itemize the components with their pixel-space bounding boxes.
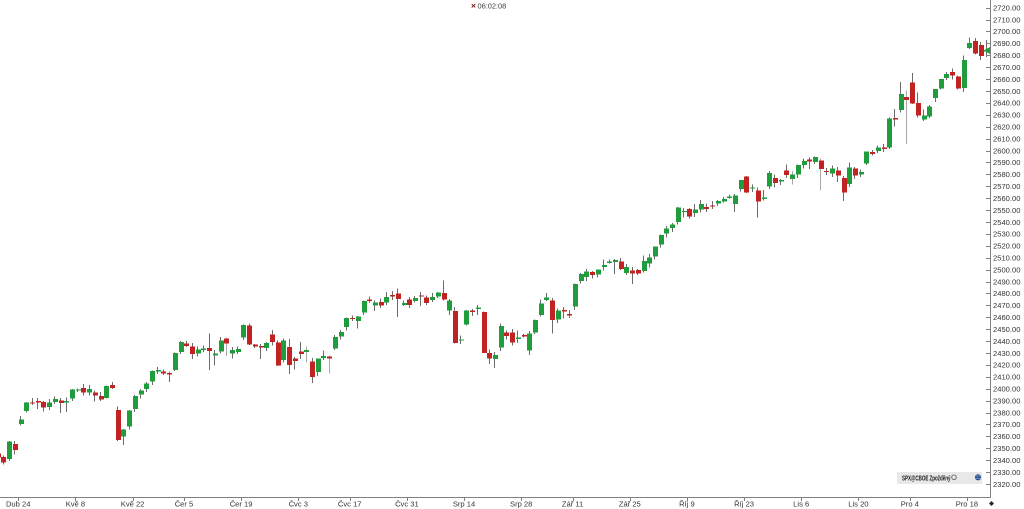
svg-text:Zář 25: Zář 25 (619, 500, 641, 509)
svg-text:Kvě 22: Kvě 22 (121, 500, 145, 509)
svg-text:2710.00: 2710.00 (993, 15, 1020, 24)
svg-text:2330.00: 2330.00 (993, 468, 1020, 477)
svg-text:2720.00: 2720.00 (993, 3, 1020, 12)
svg-text:2370.00: 2370.00 (993, 420, 1020, 429)
svg-text:2360.00: 2360.00 (993, 432, 1020, 441)
svg-text:Srp 14: Srp 14 (453, 500, 475, 509)
svg-text:2640.00: 2640.00 (993, 99, 1020, 108)
svg-text:2380.00: 2380.00 (993, 408, 1020, 417)
svg-text:2670.00: 2670.00 (993, 63, 1020, 72)
svg-text:2390.00: 2390.00 (993, 396, 1020, 405)
svg-text:Čvc 17: Čvc 17 (338, 500, 362, 509)
svg-text:2580.00: 2580.00 (993, 170, 1020, 179)
svg-text:Čvc 31: Čvc 31 (395, 500, 419, 509)
svg-text:2350.00: 2350.00 (993, 444, 1020, 453)
svg-text:2680.00: 2680.00 (993, 51, 1020, 60)
svg-text:Lis 6: Lis 6 (793, 500, 809, 509)
svg-text:2410.00: 2410.00 (993, 373, 1020, 382)
svg-text:2570.00: 2570.00 (993, 182, 1020, 191)
svg-text:2440.00: 2440.00 (993, 337, 1020, 346)
svg-text:Čer 19: Čer 19 (230, 500, 253, 509)
svg-text:2600.00: 2600.00 (993, 146, 1020, 155)
svg-text:SPX@CBOE Zpožděný: SPX@CBOE Zpožděný (902, 475, 951, 482)
svg-text:2530.00: 2530.00 (993, 230, 1020, 239)
svg-text:2510.00: 2510.00 (993, 254, 1020, 263)
svg-text:2420.00: 2420.00 (993, 361, 1020, 370)
svg-text:2650.00: 2650.00 (993, 87, 1020, 96)
svg-text:2490.00: 2490.00 (993, 277, 1020, 286)
svg-text:2630.00: 2630.00 (993, 111, 1020, 120)
svg-text:2340.00: 2340.00 (993, 456, 1020, 465)
svg-text:Lis 20: Lis 20 (848, 500, 868, 509)
svg-text:Pro 18: Pro 18 (956, 500, 978, 509)
svg-text:×: × (471, 1, 476, 11)
svg-text:Dub 24: Dub 24 (6, 500, 31, 509)
svg-text:2520.00: 2520.00 (993, 242, 1020, 251)
svg-text:2560.00: 2560.00 (993, 194, 1020, 203)
svg-text:2620.00: 2620.00 (993, 123, 1020, 132)
svg-text:2320.00: 2320.00 (993, 480, 1020, 489)
svg-text:Zář 11: Zář 11 (562, 500, 583, 509)
svg-text:Říj 23: Říj 23 (734, 500, 754, 509)
svg-text:2550.00: 2550.00 (993, 206, 1020, 215)
svg-text:Pro 4: Pro 4 (901, 500, 919, 509)
svg-text:2460.00: 2460.00 (993, 313, 1020, 322)
svg-text:Srp 28: Srp 28 (510, 500, 532, 509)
svg-text:Čvc 3: Čvc 3 (289, 500, 308, 509)
svg-text:2700.00: 2700.00 (993, 27, 1020, 36)
svg-text:Čer 5: Čer 5 (175, 500, 194, 509)
svg-text:2500.00: 2500.00 (993, 265, 1020, 274)
svg-text:2480.00: 2480.00 (993, 289, 1020, 298)
svg-text:06:02:08: 06:02:08 (478, 2, 507, 11)
svg-text:2590.00: 2590.00 (993, 158, 1020, 167)
svg-text:2690.00: 2690.00 (993, 39, 1020, 48)
svg-text:Kvě 8: Kvě 8 (66, 500, 85, 509)
svg-text:Říj 9: Říj 9 (679, 500, 695, 509)
svg-text:2660.00: 2660.00 (993, 75, 1020, 84)
svg-text:2430.00: 2430.00 (993, 349, 1020, 358)
svg-text:2400.00: 2400.00 (993, 385, 1020, 394)
svg-text:2450.00: 2450.00 (993, 325, 1020, 334)
svg-text:2470.00: 2470.00 (993, 301, 1020, 310)
svg-text:2540.00: 2540.00 (993, 218, 1020, 227)
svg-text:2610.00: 2610.00 (993, 134, 1020, 143)
